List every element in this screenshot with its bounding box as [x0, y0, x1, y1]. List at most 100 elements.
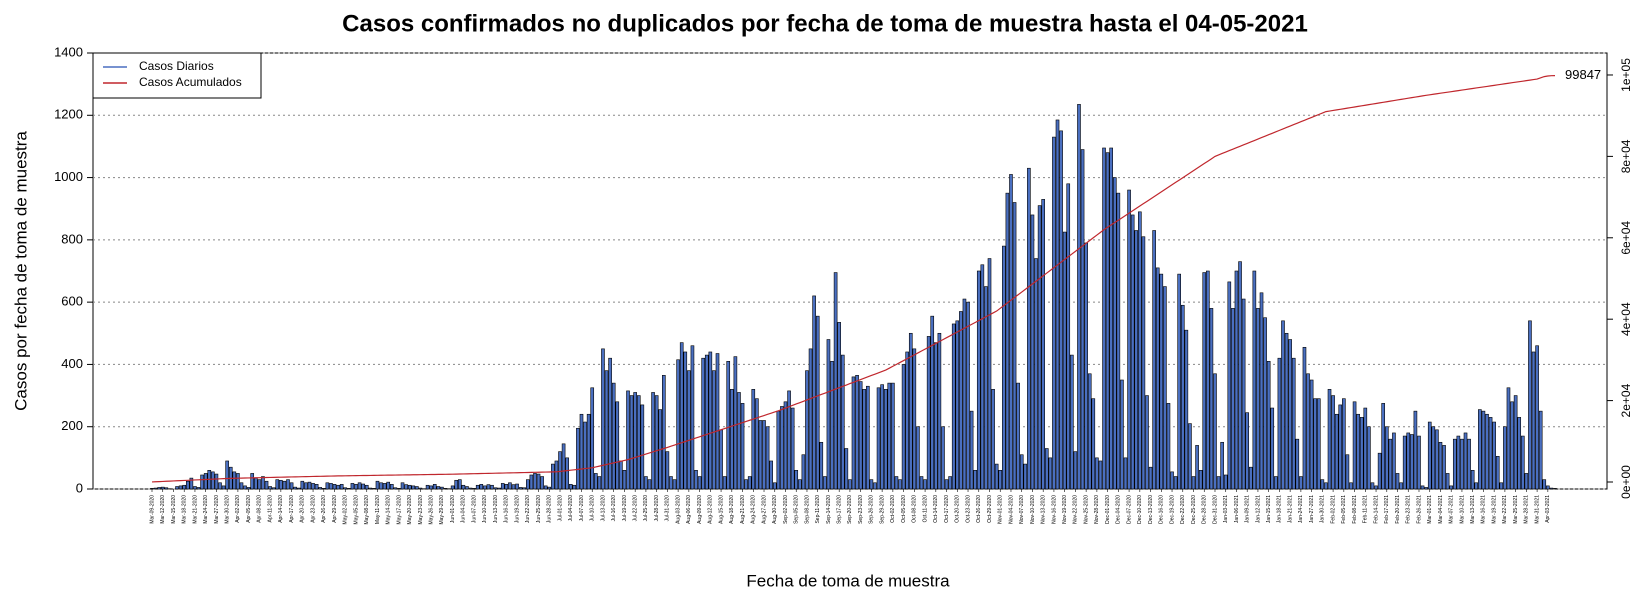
- x-tick-label: Mar-15-2020: [171, 495, 177, 524]
- bar: [1241, 298, 1246, 490]
- bar: [1095, 457, 1099, 490]
- bar: [665, 451, 670, 490]
- x-tick-label: Jul-13-2020: [600, 495, 606, 522]
- x-tick-label: Feb-11-2021: [1363, 495, 1369, 523]
- bar: [318, 487, 323, 490]
- bar: [1413, 410, 1418, 490]
- bar: [941, 426, 945, 490]
- bar: [823, 476, 827, 490]
- bar: [243, 485, 247, 490]
- bar: [654, 395, 659, 490]
- bar: [919, 476, 924, 490]
- bar: [1256, 308, 1260, 490]
- bar: [601, 348, 605, 490]
- bar: [221, 485, 226, 490]
- bar: [264, 480, 269, 490]
- y-tick-label: 0: [76, 480, 83, 495]
- bar: [1274, 476, 1278, 490]
- bar: [150, 488, 154, 490]
- bar: [250, 473, 255, 490]
- x-tick-label: Dec-16-2020: [1159, 495, 1165, 524]
- bar: [787, 390, 791, 490]
- bar: [407, 484, 412, 490]
- bar: [565, 457, 569, 490]
- bar: [622, 470, 627, 490]
- bar: [758, 420, 763, 490]
- x-tick-label: Feb-26-2021: [1416, 495, 1422, 524]
- bar: [286, 479, 290, 490]
- x-tick-label: Apr-14-2020: [278, 495, 284, 523]
- x-tick-label: Feb-05-2021: [1341, 495, 1347, 524]
- bar: [257, 479, 262, 490]
- bar: [701, 357, 705, 490]
- bar: [1420, 485, 1425, 490]
- bar: [232, 471, 237, 490]
- x-tick-label: Oct-23-2020: [965, 495, 971, 523]
- x-tick-label: Nov-13-2020: [1041, 495, 1047, 524]
- bar: [522, 487, 527, 490]
- bar: [350, 483, 355, 490]
- bar: [1299, 476, 1303, 490]
- x-tick-label: Oct-08-2020: [912, 495, 918, 523]
- bar: [762, 420, 766, 490]
- x-tick-label: Dec-25-2020: [1191, 495, 1197, 524]
- bar: [1352, 401, 1357, 490]
- x-tick-label: Nov-19-2020: [1062, 495, 1068, 524]
- bar: [930, 315, 935, 490]
- bar: [1427, 421, 1432, 490]
- x-tick-label: Sep-02-2020: [783, 495, 789, 524]
- bar: [1087, 373, 1092, 490]
- x-tick-label: Jan-24-2021: [1298, 495, 1304, 523]
- bar: [672, 479, 677, 490]
- bar: [640, 404, 645, 490]
- x-tick-label: Aug-18-2020: [729, 495, 735, 524]
- bar: [1105, 152, 1110, 490]
- bar: [375, 480, 380, 490]
- x-tick-label: Jul-31-2020: [665, 495, 671, 522]
- bar: [1077, 104, 1081, 490]
- legend-box: [92, 52, 262, 99]
- bar: [253, 477, 258, 490]
- x-tick-label: May-26-2020: [428, 495, 434, 525]
- bar: [937, 332, 942, 490]
- bar: [1288, 339, 1292, 490]
- bar: [332, 484, 337, 490]
- bar: [1248, 466, 1253, 490]
- x-tick-label: May-29-2020: [439, 495, 445, 525]
- bar: [1402, 435, 1407, 490]
- bar: [1220, 441, 1224, 490]
- end-value-label: 99847: [1565, 67, 1601, 82]
- x-tick-label: Jul-10-2020: [590, 495, 596, 522]
- x-tick-label: Mar-25-2021: [1513, 495, 1519, 524]
- bar: [1381, 403, 1386, 490]
- bar: [1080, 149, 1085, 490]
- bar: [1388, 438, 1393, 490]
- bar: [1245, 412, 1250, 490]
- bar: [708, 351, 713, 490]
- bar: [178, 485, 183, 490]
- y2-tick-label: 1e+05: [1619, 58, 1633, 92]
- bar: [998, 470, 1003, 490]
- bar: [1316, 398, 1321, 490]
- y2-tick-label: 4e+04: [1619, 302, 1633, 336]
- x-tick-label: Nov-28-2020: [1094, 495, 1100, 524]
- x-tick-label: May-17-2020: [396, 495, 402, 525]
- bar: [1302, 346, 1307, 490]
- bar: [755, 398, 759, 490]
- bar: [1384, 426, 1389, 490]
- bar: [619, 460, 623, 490]
- legend-label: Casos Acumulados: [139, 75, 242, 89]
- bar: [594, 473, 598, 490]
- bar: [343, 487, 348, 490]
- bar: [908, 332, 913, 490]
- bar: [1048, 457, 1053, 490]
- bar: [1116, 192, 1121, 490]
- x-axis-label: Fecha de toma de muestra: [746, 571, 950, 590]
- bar: [236, 473, 240, 490]
- bar: [543, 485, 548, 490]
- bar: [858, 381, 863, 490]
- bar: [1062, 231, 1067, 490]
- x-tick-label: Mar-12-2020: [160, 495, 166, 524]
- x-tick-label: Jun-22-2020: [525, 495, 531, 523]
- bar: [737, 392, 741, 490]
